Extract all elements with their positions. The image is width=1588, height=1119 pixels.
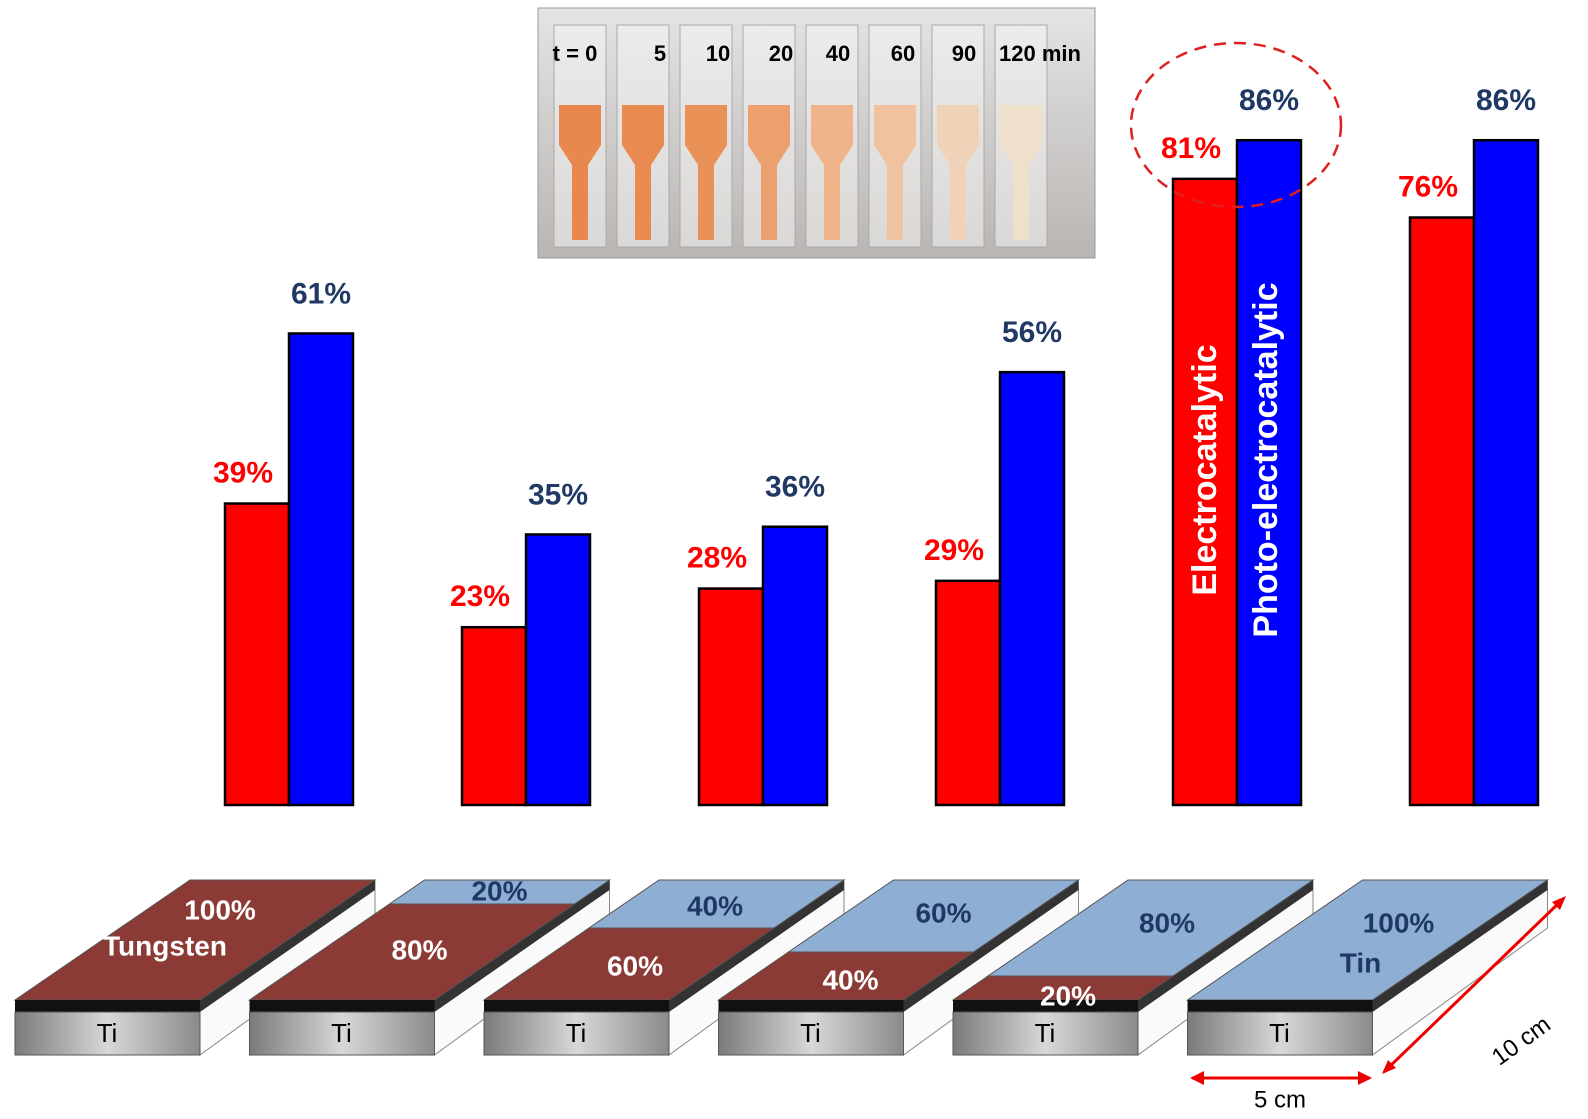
composition-label: 20% <box>471 875 527 906</box>
value-label: 35% <box>528 478 588 511</box>
solution <box>874 105 916 240</box>
side-coating <box>434 880 610 1012</box>
solution <box>559 105 601 240</box>
solution <box>811 105 853 240</box>
side-coating <box>1138 880 1313 1012</box>
bar <box>524 533 592 807</box>
value-label: 29% <box>924 534 984 567</box>
substrate-label: Ti <box>566 1018 587 1048</box>
length-arrow <box>1382 898 1564 1074</box>
coating-layer <box>718 1000 904 1012</box>
side-coating <box>200 880 375 1012</box>
arrow-head <box>1190 1071 1204 1085</box>
solution <box>685 105 727 240</box>
substrate-label: Ti <box>800 1018 821 1048</box>
series-name: Photo-electrocatalytic <box>1247 282 1285 637</box>
time-label: 5 <box>654 41 666 66</box>
electrodes: Ti100%TungstenTi20%80%Ti40%60%Ti60%40%Ti… <box>13 875 1550 1056</box>
composition-label: Tin <box>1340 947 1381 978</box>
series-name: Electrocatalytic <box>1186 344 1224 595</box>
cuvettes: t = 0 5 10 20 40 60 90 120 min <box>553 24 1081 248</box>
coating-layer <box>953 1000 1138 1012</box>
coating-layer <box>15 1000 200 1012</box>
bar <box>998 370 1066 807</box>
substrate-label: Ti <box>97 1018 118 1048</box>
coating-layer <box>1187 1000 1373 1012</box>
value-label: 23% <box>450 580 510 613</box>
width-label: 5 cm <box>1254 1086 1306 1113</box>
highlight-circle <box>1129 41 1343 209</box>
composition-label: 100% <box>1363 907 1435 938</box>
ti-substrate <box>718 1011 904 1056</box>
solution <box>937 105 979 240</box>
side-coating <box>669 880 844 1012</box>
value-label: 39% <box>213 456 273 489</box>
bar-chart: 39% 23% 28% 29% 81% 76% 61% 35% 36% 56% 86% 86% Elec… <box>213 84 1540 807</box>
composition-label: 60% <box>607 950 663 981</box>
side-coating <box>1372 880 1548 1012</box>
composition-label: Tungsten <box>103 930 227 961</box>
time-label: 90 <box>952 41 976 66</box>
composition-label: 20% <box>1040 980 1096 1011</box>
bar <box>761 525 829 807</box>
arrow-head <box>1358 1071 1372 1085</box>
time-label: 10 <box>706 41 730 66</box>
ti-substrate <box>483 1011 670 1056</box>
solution <box>622 105 664 240</box>
bar <box>460 625 528 807</box>
value-label: 86% <box>1239 84 1299 117</box>
ti-substrate <box>1187 1011 1373 1056</box>
composition-label: 80% <box>1139 907 1195 938</box>
composition-label: 40% <box>687 890 743 921</box>
coating-layer <box>484 1000 669 1012</box>
time-label: 40 <box>826 41 850 66</box>
value-label: 81% <box>1161 132 1221 165</box>
value-label: 28% <box>687 541 747 574</box>
substrate-label: Ti <box>1035 1018 1056 1048</box>
composition-label: 100% <box>184 894 256 925</box>
bar <box>1408 216 1476 807</box>
composition-label: 40% <box>822 964 878 995</box>
bar <box>1235 138 1303 807</box>
time-label: t = 0 <box>553 41 598 66</box>
value-label: 86% <box>1476 84 1536 117</box>
composition-label: 60% <box>915 897 971 928</box>
bar <box>223 502 291 807</box>
solution <box>1000 105 1042 240</box>
arrow-head <box>1552 896 1566 910</box>
bar <box>934 579 1002 807</box>
arrow-head <box>1382 1060 1396 1074</box>
time-label: 120 min <box>999 41 1081 66</box>
bar <box>287 332 355 807</box>
bar <box>1472 138 1540 807</box>
value-label: 56% <box>1002 316 1062 349</box>
side-coating <box>903 880 1079 1012</box>
ti-substrate <box>952 1011 1139 1056</box>
ti-substrate <box>249 1011 435 1056</box>
value-label: 36% <box>765 471 825 504</box>
solution <box>748 105 790 240</box>
bar <box>697 587 765 807</box>
composition-label: 80% <box>391 934 447 965</box>
coating-layer <box>249 1000 435 1012</box>
time-label: 60 <box>891 41 915 66</box>
time-label: 20 <box>769 41 793 66</box>
substrate-label: Ti <box>331 1018 352 1048</box>
length-label: 10 cm <box>1487 1011 1556 1071</box>
value-label: 76% <box>1398 170 1458 203</box>
substrate-label: Ti <box>1269 1018 1290 1048</box>
ti-substrate <box>14 1011 201 1056</box>
value-label: 61% <box>291 277 351 310</box>
bar <box>1171 177 1239 807</box>
